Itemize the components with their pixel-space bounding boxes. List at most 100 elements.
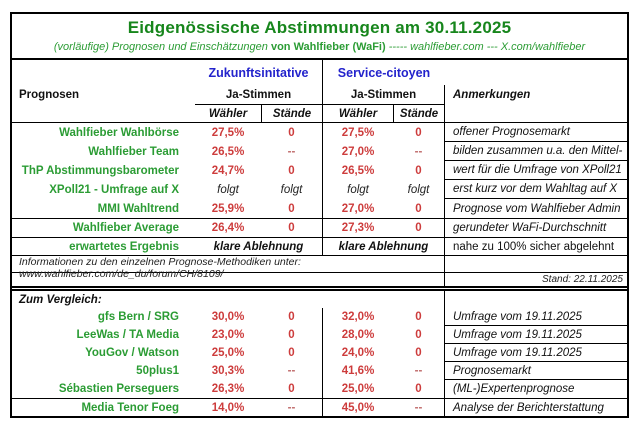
cell-waehler-2: folgt [347, 183, 369, 196]
cell-anmerkung: Analyse der Berichterstattung [453, 401, 604, 414]
table-header: Zukunftsinitative Service-citoyen Progno… [12, 60, 627, 123]
table-separator [12, 286, 627, 291]
cell-anmerkung: Umfrage vom 19.11.2025 [445, 326, 627, 344]
cell-staende-1: 0 [261, 219, 323, 237]
header-initiatives-row: Zukunftsinitative Service-citoyen [12, 60, 627, 85]
compare-heading: Zum Vergleich: [12, 291, 445, 308]
cell-staende-2: 0 [393, 199, 445, 218]
row-label: gfs Bern / SRG [97, 311, 179, 323]
header-anmerkungen: Anmerkungen [453, 88, 531, 101]
title-block: Eidgenössische Abstimmungen am 30.11.202… [12, 14, 627, 60]
header-group-zukunftsinitiative: Zukunftsinitative [195, 60, 323, 85]
table-row: Wahlfieber Average 26,4% 0 27,3% 0 gerundeter… [12, 218, 627, 237]
header-waehler-1: Wähler [195, 104, 261, 122]
header-ja-stimmen-1: Ja-Stimmen [195, 85, 323, 104]
table-row: LeeWas / TA Media 23,0% 0 28,0% 0 Umfrage vom… [12, 326, 627, 344]
cell-staende-1: 0 [261, 308, 323, 326]
page-subtitle: (vorläufige) Prognosen und Einschätzunge… [18, 41, 621, 53]
cell-staende-1: -- [261, 142, 323, 161]
table-row: gfs Bern / SRG 30,0% 0 32,0% 0 Umfrage vom 19… [12, 308, 627, 326]
cell-anmerkung: (ML-)Expertenprognose [453, 383, 575, 395]
cell-waehler-1: 14,0% [211, 401, 245, 414]
cell-waehler-2: 41,6% [341, 365, 375, 377]
table-row: 50plus1 30,3% -- 41,6% -- Prognosemarkt [12, 362, 627, 380]
cell-staende-1: folgt [261, 180, 323, 199]
row-label: YouGov / Watson [85, 347, 179, 359]
cell-waehler-1: 30,3% [211, 365, 245, 377]
cell-anmerkung: offener Prognosemarkt [445, 123, 627, 142]
subtitle-lead: (vorläufige) Prognosen und Einschätzunge… [53, 41, 268, 53]
cell-staende-1: -- [261, 399, 323, 416]
cell-waehler-2: 27,5% [341, 126, 375, 139]
cell-staende-2: 0 [393, 344, 445, 362]
table-row: YouGov / Watson 25,0% 0 24,0% 0 Umfrage vom 1… [12, 344, 627, 362]
header-spacer [445, 60, 627, 85]
cell-waehler-1: 25,0% [211, 347, 245, 359]
cell-anmerkung: nahe zu 100% sicher abgelehnt [453, 240, 615, 253]
header-subcolumns-row: Wähler Stände Wähler Stände [12, 104, 627, 122]
cell-waehler-1: 24,7% [211, 164, 245, 177]
header-waehler-2: Wähler [323, 104, 393, 122]
cell-staende-2: -- [393, 399, 445, 416]
cell-staende-2: 0 [393, 123, 445, 142]
cell-staende-1: 0 [261, 326, 323, 344]
cell-staende-1: 0 [261, 380, 323, 398]
row-label: ThP Abstimmungsbarometer [21, 164, 179, 177]
cell-anmerkung: bilden zusammen u.a. den Mittel- [445, 142, 627, 161]
header-staende-2: Stände [393, 104, 445, 122]
header-spacer [12, 104, 195, 122]
header-ja-stimmen-2: Ja-Stimmen [323, 85, 445, 104]
cell-staende-1: 0 [261, 199, 323, 218]
cell-anmerkung: wert für die Umfrage von XPoll21 [445, 161, 627, 180]
cell-waehler-1: 26,4% [211, 222, 245, 234]
subtitle-links: ----- wahlfieber.com --- X.com/wahlfiebe… [388, 41, 586, 53]
cell-waehler-1: 27,5% [211, 126, 245, 139]
main-rows: Wahlfieber Wahlbörse 27,5% 0 27,5% 0 offener … [12, 123, 627, 237]
cell-staende-2: 0 [393, 326, 445, 344]
row-label: MMI Wahltrend [97, 202, 179, 215]
row-label: XPoll21 - Umfrage auf X [49, 183, 179, 196]
table-row: XPoll21 - Umfrage auf X folgt folgt folgt fo… [12, 180, 627, 199]
cell-staende-2: 0 [393, 219, 445, 237]
cell-anmerkung: Prognosemarkt [445, 362, 627, 380]
header-spacer [445, 104, 627, 122]
row-label: Wahlfieber Wahlbörse [59, 126, 179, 139]
cell-anmerkung: erst kurz vor dem Wahltag auf X [445, 180, 627, 199]
cell-waehler-2: 45,0% [341, 401, 375, 414]
row-label: Wahlfieber Team [88, 145, 179, 158]
cell-waehler-2: 24,0% [341, 347, 375, 359]
cell-staende-2: 0 [393, 380, 445, 398]
row-label: Sébastien Perseguers [58, 383, 179, 395]
cell-staende-1: 0 [261, 344, 323, 362]
expected-value-zukunftsinitiative: klare Ablehnung [195, 238, 323, 255]
cell-waehler-1: 23,0% [211, 329, 245, 341]
cell-staende-2: folgt [393, 180, 445, 199]
subtitle-brand: von Wahlfieber (WaFi) [270, 41, 386, 53]
header-staende-1: Stände [261, 104, 323, 122]
cell-waehler-1: 26,3% [211, 383, 245, 395]
cell-waehler-1: 25,9% [211, 202, 245, 215]
page-title: Eidgenössische Abstimmungen am 30.11.202… [127, 18, 512, 37]
table-row: ThP Abstimmungsbarometer 24,7% 0 26,5% 0 wert… [12, 161, 627, 180]
header-spacer [12, 60, 195, 85]
expected-value-service-citoyen: klare Ablehnung [323, 238, 445, 255]
table-row: Wahlfieber Team 26,5% -- 27,0% -- bilden zusa… [12, 142, 627, 161]
stand-row: Stand: 22.11.2025 [12, 272, 627, 286]
compare-rows: gfs Bern / SRG 30,0% 0 32,0% 0 Umfrage vom 19… [12, 308, 627, 416]
header-prognosen: Prognosen [19, 88, 80, 101]
row-label: LeeWas / TA Media [76, 329, 179, 341]
cell-anmerkung: Umfrage vom 19.11.2025 [445, 308, 627, 326]
row-label: erwartetes Ergebnis [69, 240, 179, 253]
cell-anmerkung: Prognose vom Wahlfieber Admin [453, 202, 621, 215]
stand-date: Stand: 22.11.2025 [542, 274, 623, 285]
table-row: MMI Wahltrend 25,9% 0 27,0% 0 Prognose vom Wa… [12, 199, 627, 218]
cell-waehler-2: 28,0% [341, 329, 375, 341]
cell-waehler-2: 27,0% [341, 145, 375, 158]
cell-waehler-1: folgt [217, 183, 239, 196]
row-label: Wahlfieber Average [72, 222, 179, 234]
compare-spacer [445, 291, 627, 308]
header-ja-stimmen-row: Prognosen Ja-Stimmen Ja-Stimmen Anmerkun… [12, 85, 627, 104]
cell-waehler-1: 30,0% [211, 311, 245, 323]
cell-staende-2: 0 [393, 308, 445, 326]
